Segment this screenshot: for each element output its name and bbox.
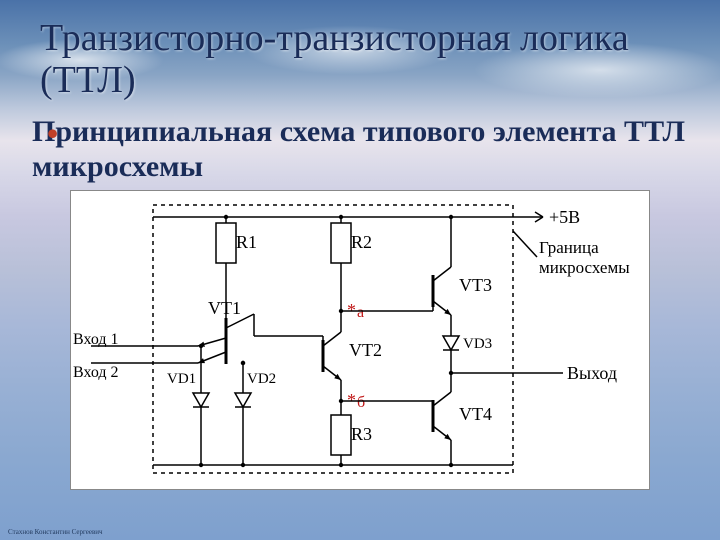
svg-text:VT3: VT3 (459, 275, 492, 295)
bullet-dot: • (47, 115, 58, 152)
svg-text:R3: R3 (351, 424, 372, 444)
svg-text:микросхемы: микросхемы (539, 258, 630, 277)
svg-text:R2: R2 (351, 232, 372, 252)
svg-text:Граница: Граница (539, 238, 599, 257)
svg-text:VT2: VT2 (349, 340, 382, 360)
subtitle-text: Принципиальная схема типового элемента Т… (32, 115, 685, 183)
circuit-svg: +5ВR1R2VT1Вход 1Вход 2VD1VD2*а*бVT2R3VT3… (71, 191, 651, 491)
slide-subtitle: • Принципиальная схема типового элемента… (32, 115, 700, 184)
svg-text:+5В: +5В (549, 207, 580, 227)
circuit-diagram: +5ВR1R2VT1Вход 1Вход 2VD1VD2*а*бVT2R3VT3… (70, 190, 650, 490)
svg-text:Выход: Выход (567, 363, 617, 383)
svg-text:VD1: VD1 (167, 371, 196, 387)
svg-text:VD2: VD2 (247, 371, 276, 387)
footer-credit: Стахнов Константин Сергеевич (8, 528, 103, 536)
svg-text:б: б (357, 394, 365, 411)
svg-text:*: * (347, 300, 356, 320)
svg-text:VD3: VD3 (463, 336, 492, 352)
svg-text:а: а (357, 304, 364, 321)
svg-text:VT4: VT4 (459, 404, 492, 424)
svg-text:Вход 1: Вход 1 (73, 331, 119, 348)
svg-text:VT1: VT1 (208, 298, 241, 318)
svg-text:*: * (347, 390, 356, 410)
svg-text:Вход 2: Вход 2 (73, 364, 119, 381)
svg-text:R1: R1 (236, 232, 257, 252)
slide-title: Транзисторно-транзисторная логика (ТТЛ) (40, 18, 700, 102)
